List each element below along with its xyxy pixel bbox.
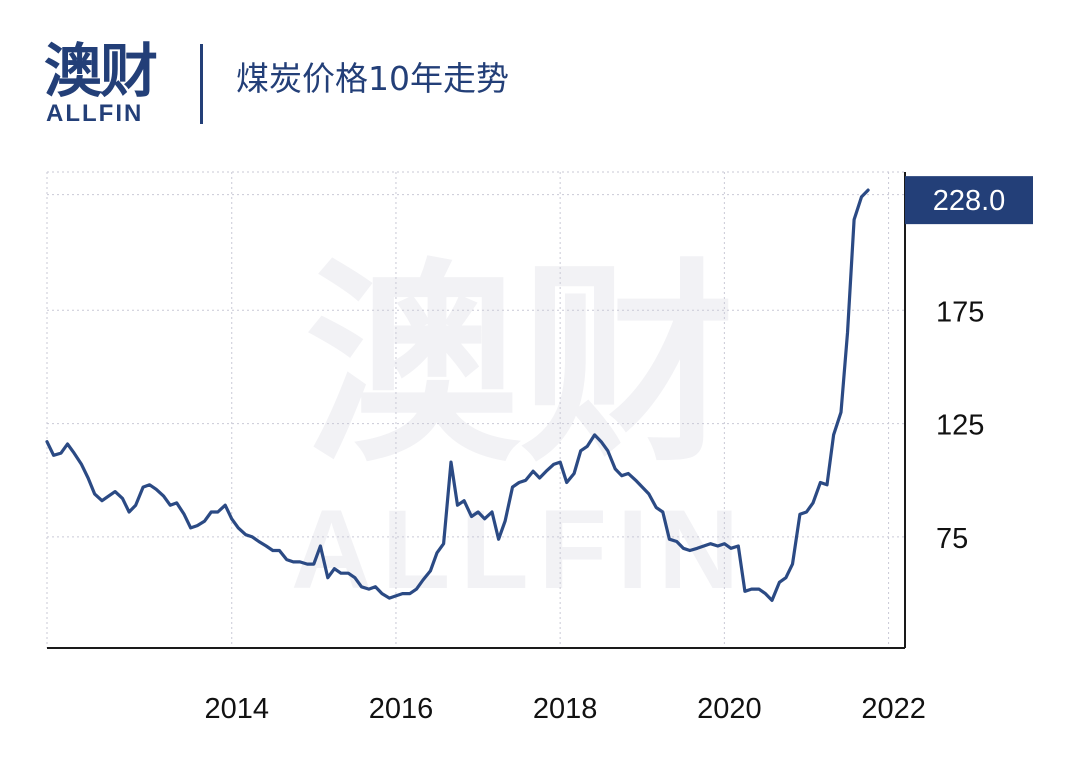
y-tick-label: 175 [936, 296, 984, 328]
grid [46, 171, 905, 648]
brand-logo-english: ALLFIN [46, 100, 144, 127]
x-tick-label: 2016 [369, 693, 434, 725]
series-line [45, 188, 870, 603]
last-value-label: 228.0 [933, 185, 1006, 217]
x-tick-label: 2022 [861, 693, 926, 725]
watermark-chinese: 澳财 [305, 240, 735, 491]
y-tick-label: 75 [936, 523, 968, 555]
brand-logo-chinese: 澳财 [44, 37, 158, 105]
last-value-box [905, 176, 1033, 225]
watermark: 澳财 ALLFIN [291, 240, 749, 612]
tick-labels: 75 125 175 2014 2016 2018 2020 2022 228.0 [204, 176, 1033, 725]
x-tick-label: 2020 [697, 693, 762, 725]
chart-title: 煤炭价格10年走势 [236, 59, 509, 98]
x-tick-label: 2018 [533, 693, 598, 725]
x-tick-label: 2014 [204, 693, 269, 725]
series-layer [45, 188, 870, 603]
axes [47, 172, 906, 649]
y-tick-label: 125 [936, 410, 984, 442]
header-divider [200, 44, 203, 124]
watermark-english: ALLFIN [291, 487, 749, 612]
